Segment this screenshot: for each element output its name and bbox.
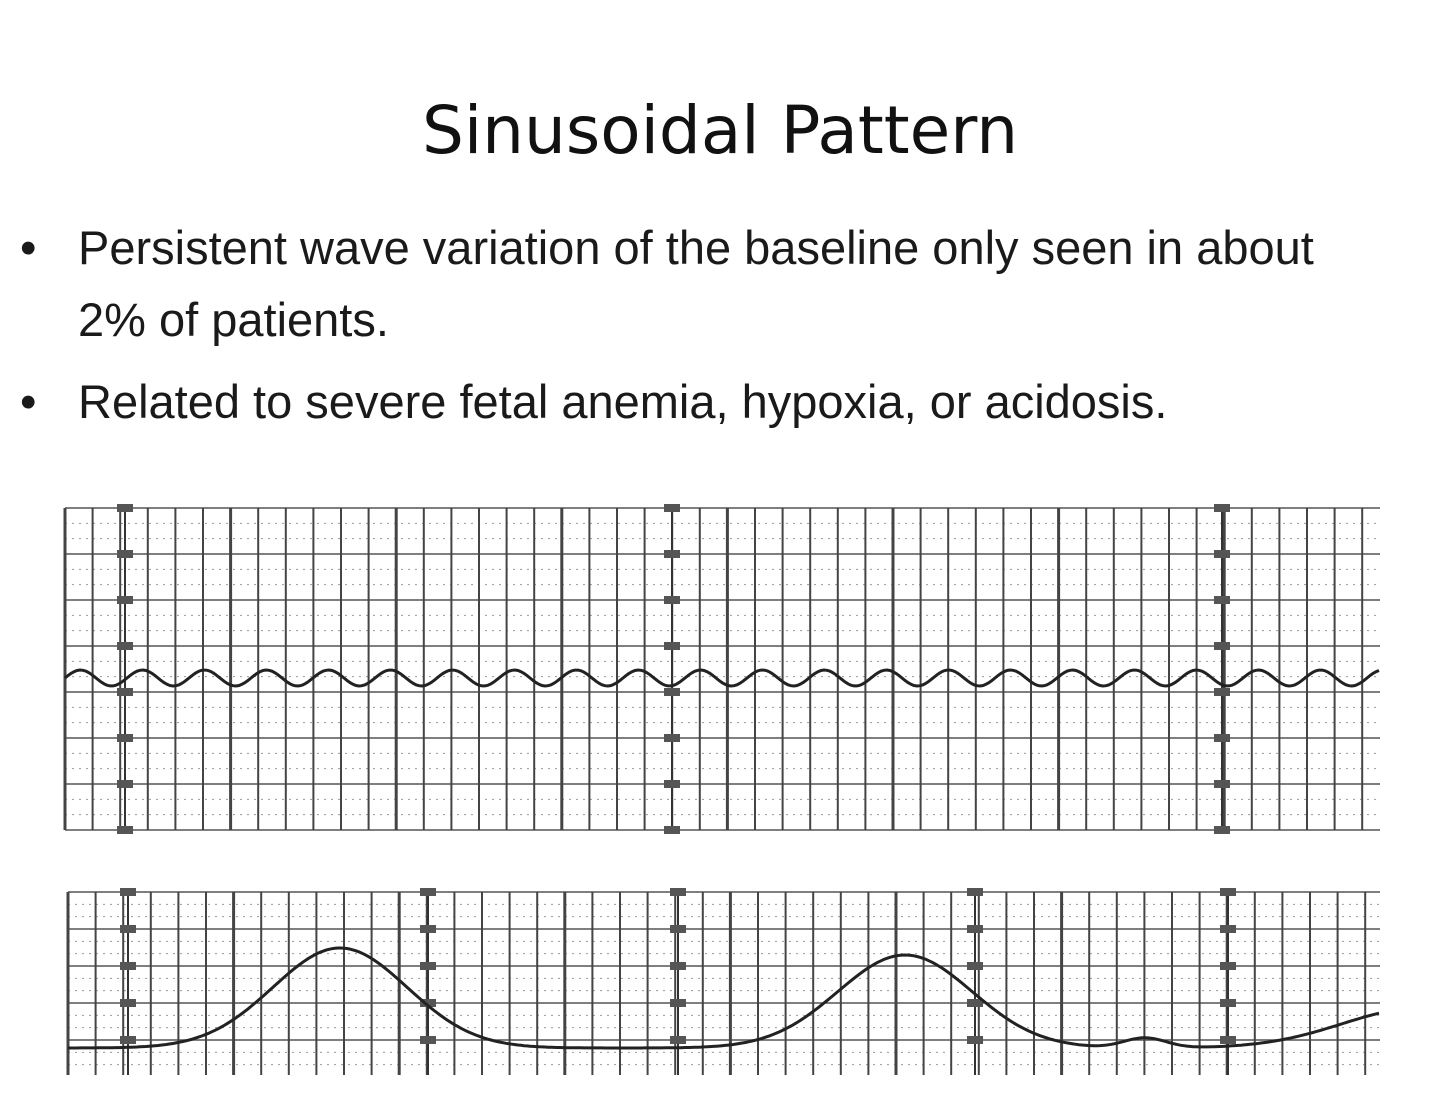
scale-label-mark xyxy=(120,1036,136,1044)
scale-label-mark xyxy=(967,999,983,1007)
scale-label-mark xyxy=(967,1036,983,1044)
scale-label-mark xyxy=(664,688,680,696)
scale-label-mark xyxy=(1214,688,1230,696)
scale-label-mark xyxy=(967,888,983,896)
scale-label-mark xyxy=(420,888,436,896)
scale-label-mark xyxy=(670,1036,686,1044)
slide-title: Sinusoidal Pattern xyxy=(421,92,1019,169)
scale-label-mark xyxy=(1214,504,1230,512)
scale-label-mark xyxy=(670,888,686,896)
uc-trace xyxy=(68,946,1380,1050)
scale-label-mark xyxy=(967,925,983,933)
scale-label-mark xyxy=(117,550,133,558)
scale-label-mark xyxy=(1214,826,1230,834)
scale-label-mark xyxy=(1214,596,1230,604)
scale-label-mark xyxy=(664,642,680,650)
scale-label-mark xyxy=(967,962,983,970)
scale-label-mark xyxy=(120,925,136,933)
scale-label-mark xyxy=(420,1036,436,1044)
bullet-text: Persistent wave variation of the baselin… xyxy=(78,221,1314,346)
scale-label-mark xyxy=(664,596,680,604)
scale-label-mark xyxy=(670,999,686,1007)
scale-label-mark xyxy=(664,734,680,742)
scale-label-mark xyxy=(117,734,133,742)
scale-label-mark xyxy=(420,925,436,933)
scale-label-mark xyxy=(664,504,680,512)
fhr-sinusoidal-trace xyxy=(64,668,1380,688)
scale-label-mark xyxy=(117,780,133,788)
uc-strip xyxy=(66,888,1380,1075)
bullet-marker: • xyxy=(20,375,37,428)
bullet-item: • Persistent wave variation of the basel… xyxy=(20,212,1320,356)
bullet-marker: • xyxy=(20,221,37,274)
scale-label-mark xyxy=(120,962,136,970)
scale-label-mark xyxy=(1214,642,1230,650)
scale-label-mark xyxy=(420,962,436,970)
scale-label-mark xyxy=(1220,962,1236,970)
fhr-strip xyxy=(63,504,1380,834)
scale-label-mark xyxy=(664,780,680,788)
scale-label-mark xyxy=(664,826,680,834)
scale-label-mark xyxy=(420,999,436,1007)
scale-label-mark xyxy=(664,550,680,558)
scale-label-mark xyxy=(1214,780,1230,788)
scale-label-mark xyxy=(670,925,686,933)
bullet-text: Related to severe fetal anemia, hypoxia,… xyxy=(78,375,1168,428)
scale-label-mark xyxy=(117,826,133,834)
scale-label-mark xyxy=(1220,888,1236,896)
scale-label-mark xyxy=(117,688,133,696)
scale-label-mark xyxy=(1220,1036,1236,1044)
scale-label-mark xyxy=(1214,550,1230,558)
scale-label-mark xyxy=(117,596,133,604)
scale-label-mark xyxy=(1220,999,1236,1007)
bullet-item: • Related to severe fetal anemia, hypoxi… xyxy=(20,366,1320,438)
scale-label-mark xyxy=(1214,734,1230,742)
scale-label-mark xyxy=(1220,925,1236,933)
scale-label-mark xyxy=(120,888,136,896)
scale-label-mark xyxy=(117,504,133,512)
scale-label-mark xyxy=(117,642,133,650)
scale-label-mark xyxy=(120,999,136,1007)
scale-label-mark xyxy=(670,962,686,970)
